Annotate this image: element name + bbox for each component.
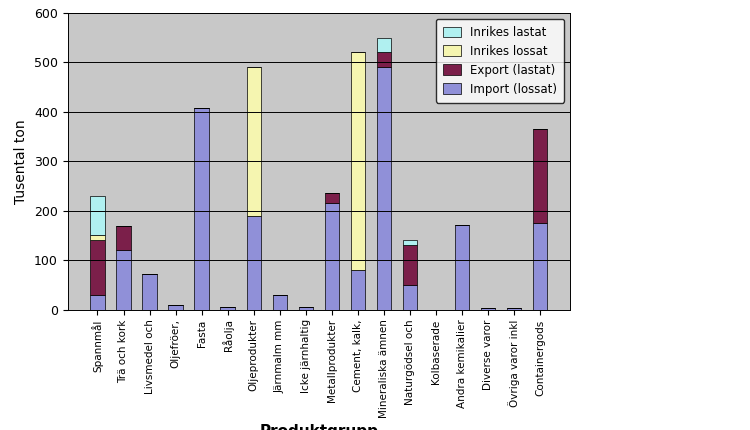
Bar [351, 270, 365, 310]
Bar [116, 250, 130, 310]
Bar [90, 240, 105, 295]
Bar [247, 68, 261, 216]
Bar [481, 308, 495, 310]
Bar [403, 245, 417, 285]
Bar [532, 223, 548, 310]
Bar [220, 307, 235, 310]
Bar [116, 225, 130, 250]
Bar [90, 236, 105, 240]
Bar [376, 68, 391, 310]
Bar [325, 203, 339, 310]
Y-axis label: Tusental ton: Tusental ton [14, 119, 28, 203]
Bar [298, 307, 313, 310]
Bar [507, 308, 521, 310]
Bar [325, 194, 339, 203]
Bar [169, 304, 183, 310]
Bar [272, 295, 286, 310]
Bar [376, 38, 391, 52]
Bar [376, 52, 391, 68]
Bar [351, 52, 365, 270]
Bar [454, 224, 469, 310]
Bar [403, 285, 417, 310]
Bar [142, 274, 157, 310]
Bar [403, 240, 417, 245]
Bar [194, 108, 208, 310]
Bar [532, 129, 548, 223]
Bar [90, 196, 105, 236]
Bar [247, 216, 261, 310]
X-axis label: Produktgrupp: Produktgrupp [260, 424, 378, 430]
Bar [90, 295, 105, 310]
Legend: Inrikes lastat, Inrikes lossat, Export (lastat), Import (lossat): Inrikes lastat, Inrikes lossat, Export (… [436, 19, 564, 103]
